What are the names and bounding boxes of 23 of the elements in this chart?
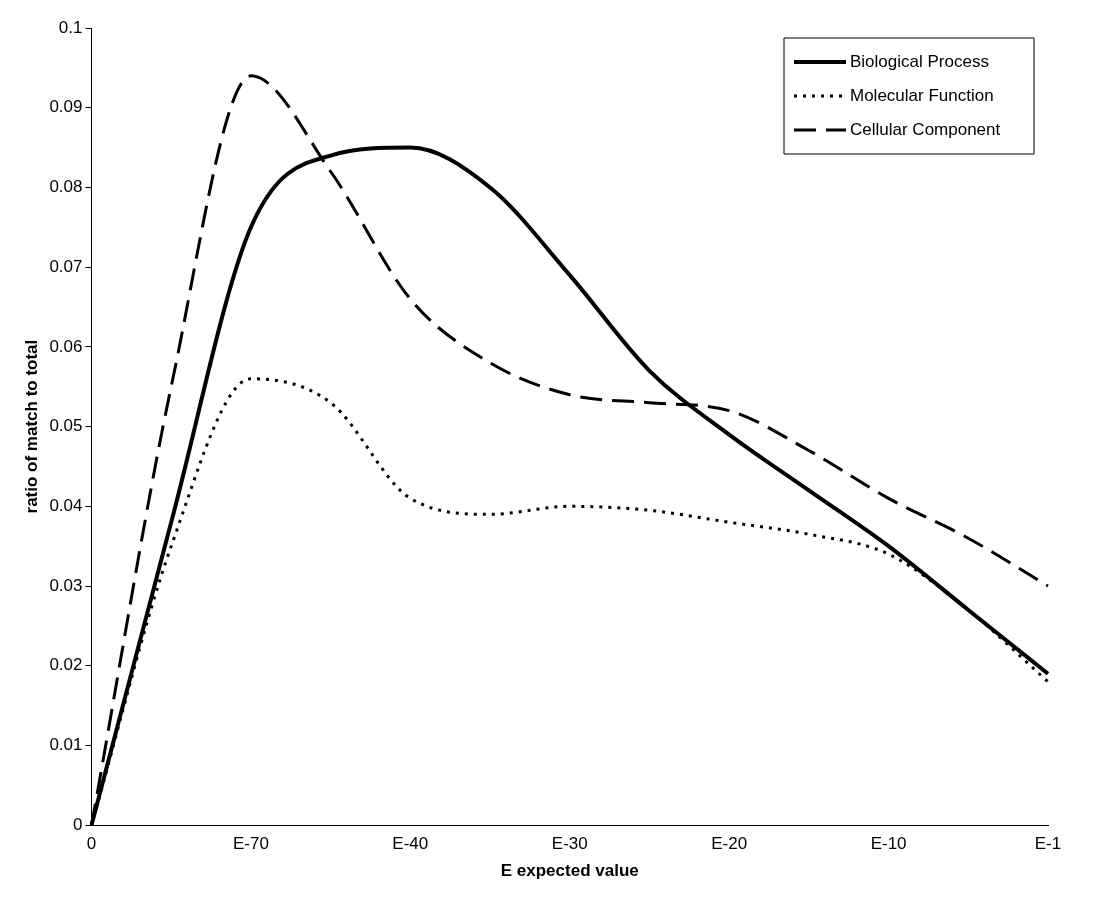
x-tick-label: E-20 (711, 834, 748, 854)
x-tick-label: 0 (86, 834, 97, 854)
y-tick-label: 0.1 (58, 17, 83, 37)
y-tick-label: 0.09 (49, 97, 83, 117)
x-tick-label: E-30 (551, 834, 588, 854)
x-tick-label: E-1 (1034, 834, 1062, 854)
y-tick-label: 0.02 (49, 655, 83, 675)
x-tick-label: E-70 (232, 834, 269, 854)
y-tick-label: 0.04 (49, 496, 83, 516)
y-tick-label: 0.06 (49, 336, 83, 356)
x-axis-title: E expected value (500, 861, 639, 881)
legend-label: Cellular Component (850, 119, 1001, 139)
y-tick-label: 0.07 (49, 256, 83, 276)
y-tick-label: 0.05 (49, 416, 83, 436)
y-axis-title: ratio of match to total (21, 339, 41, 514)
y-tick-label: 0 (73, 814, 83, 834)
y-tick-label: 0.03 (49, 575, 83, 595)
legend-label: Biological Process (850, 51, 989, 71)
y-tick-label: 0.01 (49, 735, 83, 755)
legend-label: Molecular Function (850, 85, 994, 105)
x-tick-label: E-40 (392, 834, 429, 854)
x-tick-label: E-10 (870, 834, 907, 854)
y-tick-label: 0.08 (49, 177, 83, 197)
